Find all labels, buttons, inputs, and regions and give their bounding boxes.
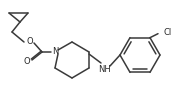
Text: O: O [27, 37, 33, 45]
Text: N: N [52, 47, 58, 56]
Text: NH: NH [99, 64, 111, 74]
Text: Cl: Cl [164, 28, 172, 37]
Text: O: O [24, 58, 30, 66]
